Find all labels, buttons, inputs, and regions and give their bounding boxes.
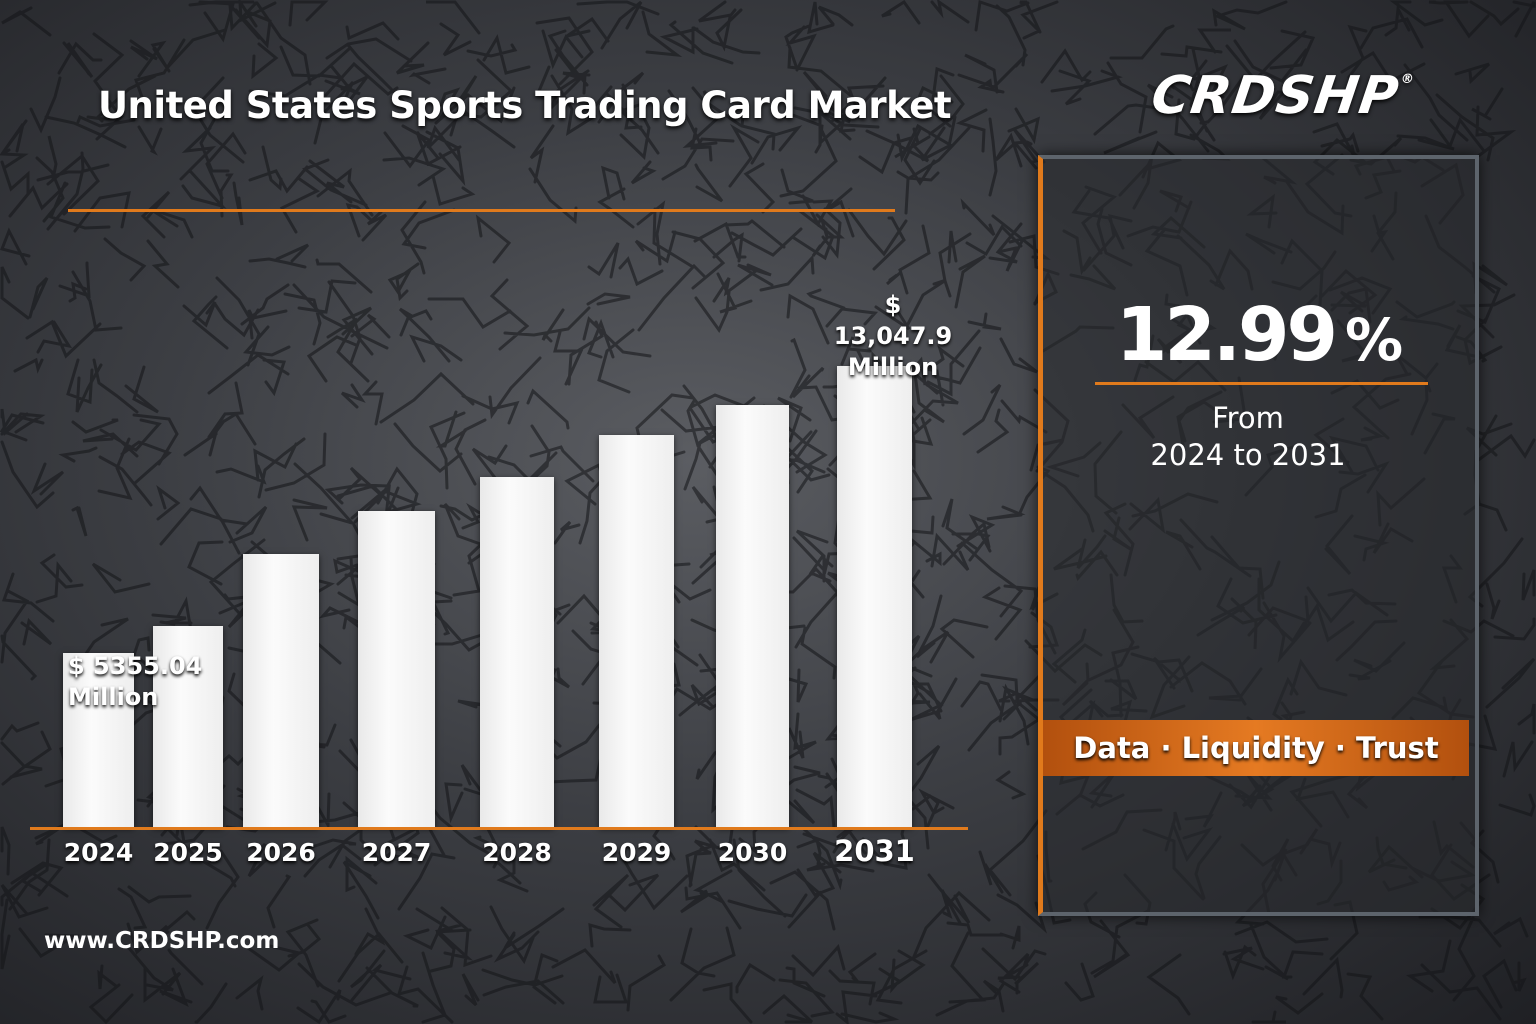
bar-2027	[358, 511, 435, 827]
bar-2026	[243, 553, 319, 827]
website-url: www.CRDSHP.com	[44, 928, 280, 954]
x-tick-label: 2030	[717, 838, 788, 867]
cagr-panel	[1038, 155, 1479, 916]
data-label-value: $ 13,047.9	[833, 291, 953, 350]
x-tick-label: 2027	[361, 838, 432, 867]
bar-2028	[480, 476, 554, 827]
title-divider	[68, 209, 895, 212]
x-tick-label: 2028	[482, 838, 552, 867]
bar-2025	[153, 626, 223, 827]
x-tick-label: 2024	[63, 838, 134, 867]
x-axis-line	[30, 827, 968, 830]
cagr-number: 12.99	[1115, 292, 1338, 378]
cagr-percent: %	[1344, 306, 1403, 374]
period-from: From	[1212, 401, 1284, 435]
data-label-value: $ 5355.04	[68, 652, 203, 680]
cagr-value: 12.99%	[1038, 292, 1478, 378]
cagr-period: From 2024 to 2031	[1038, 400, 1458, 474]
period-range: 2024 to 2031	[1150, 438, 1346, 472]
bar-2031	[837, 366, 912, 827]
registered-mark: ®	[1399, 72, 1416, 87]
tagline-banner: Data · Liquidity · Trust	[1043, 720, 1469, 776]
logo-text: CRDSHP	[1147, 66, 1403, 126]
x-tick-label: 2026	[246, 838, 316, 867]
cagr-divider	[1095, 382, 1428, 385]
data-label-2024: $ 5355.04 Million	[68, 651, 202, 713]
data-label-unit: Million	[847, 353, 939, 381]
x-tick-label: 2029	[601, 838, 672, 867]
x-tick-label: 2025	[153, 838, 223, 867]
x-tick-label: 2031	[834, 834, 915, 868]
crdshp-logo: CRDSHP®	[1148, 66, 1417, 126]
page-title: United States Sports Trading Card Market	[98, 84, 952, 127]
data-label-unit: Million	[68, 683, 159, 711]
bar-2029	[599, 434, 674, 827]
data-label-2031: $ 13,047.9 Million	[823, 290, 963, 383]
bar-2030	[716, 405, 789, 827]
bar-2024	[63, 652, 134, 827]
